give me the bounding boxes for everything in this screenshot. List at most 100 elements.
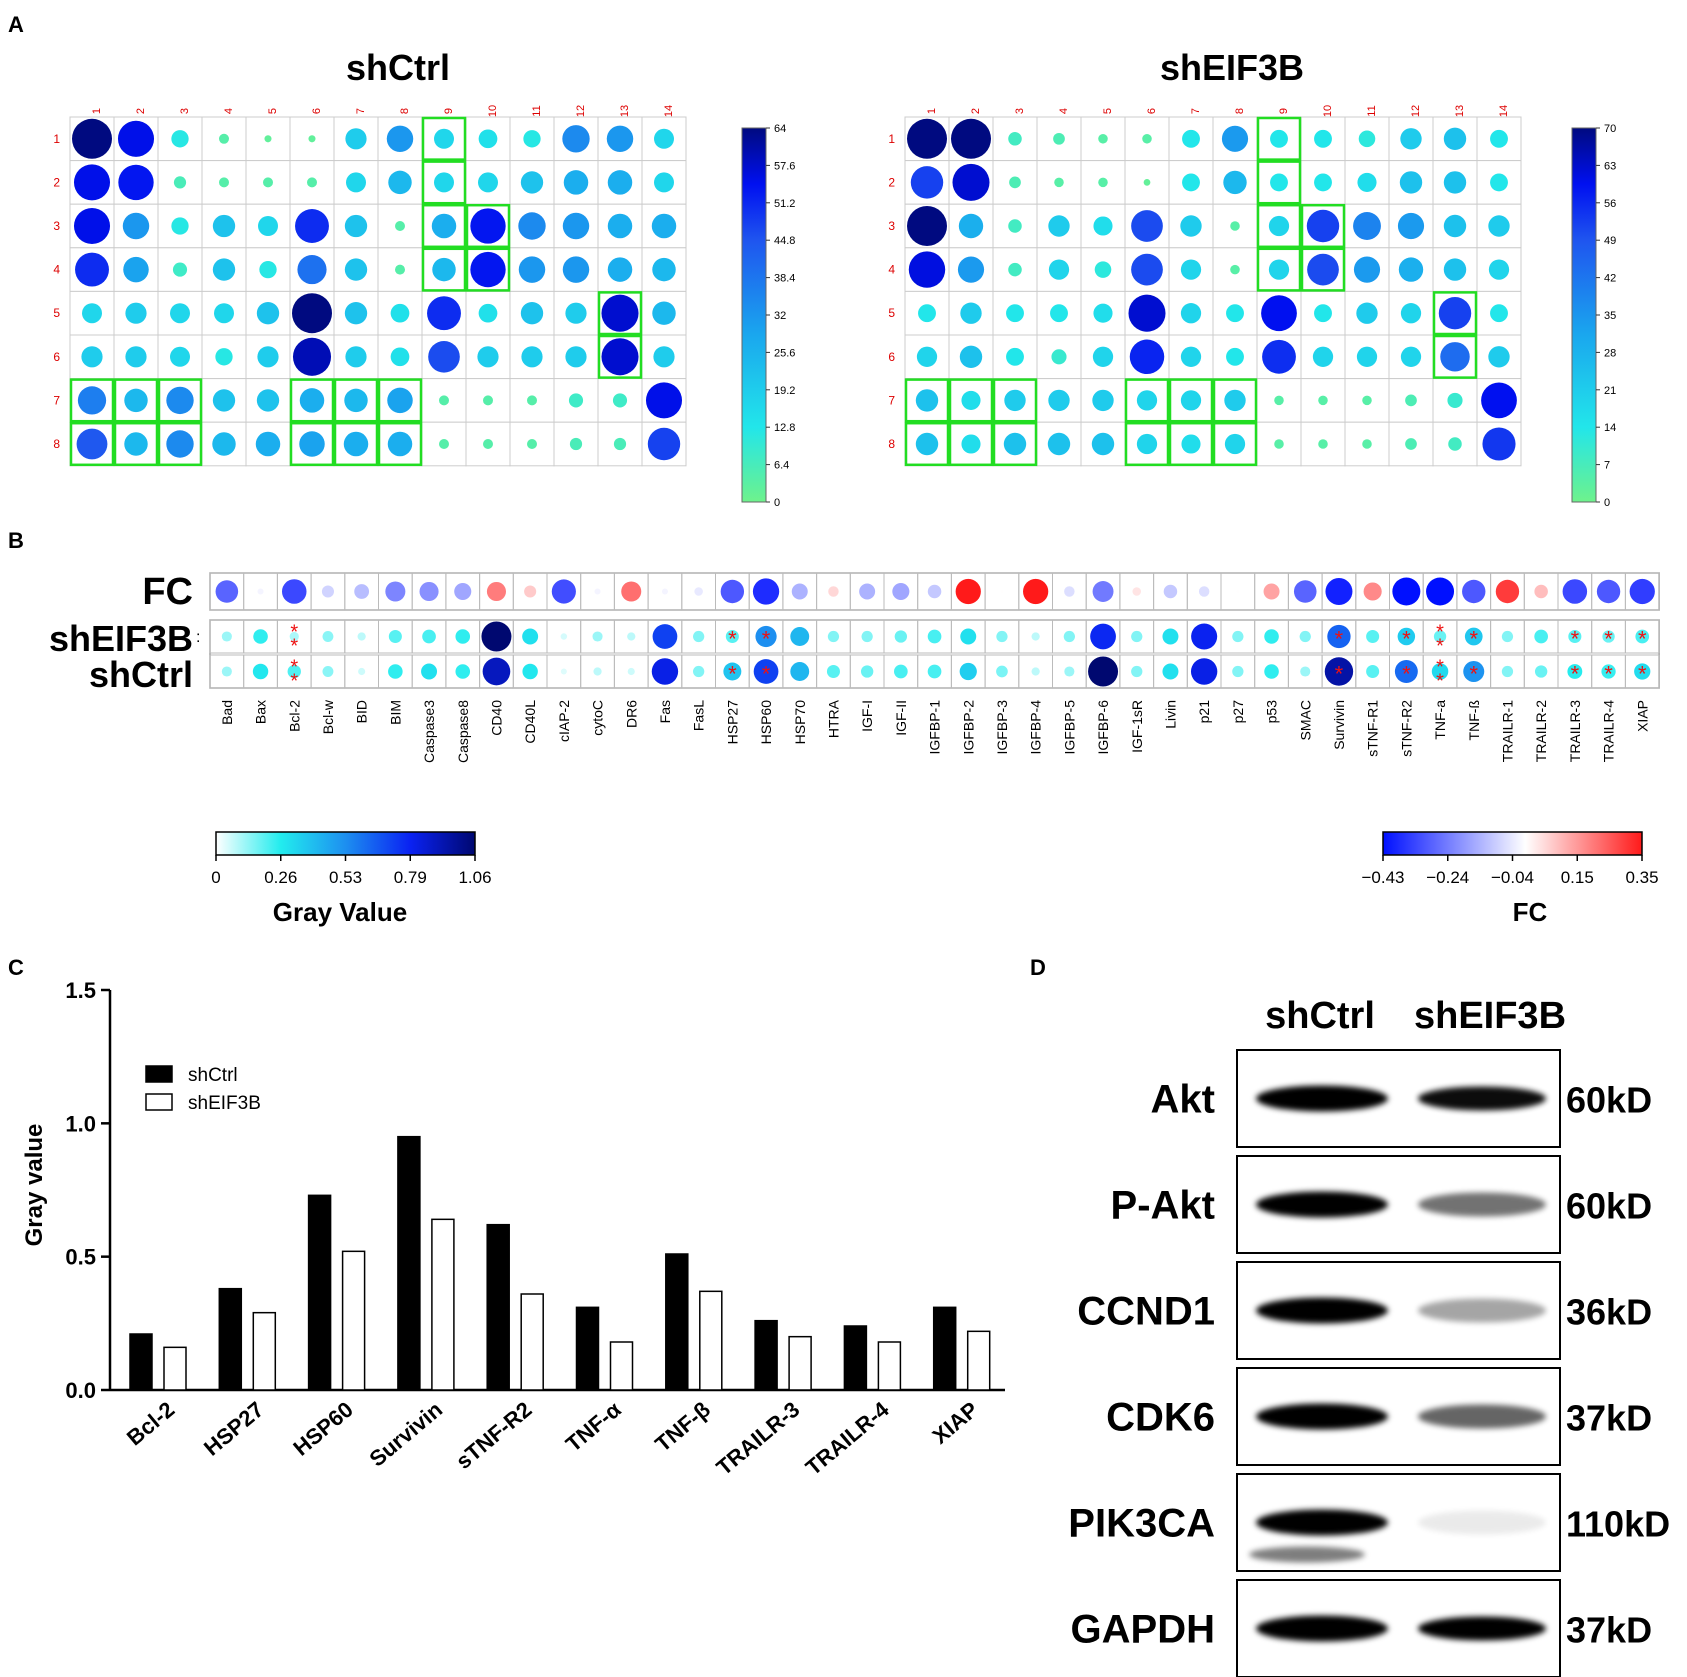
gray-tick-label: 0.26 xyxy=(264,868,297,887)
correlation-dot xyxy=(1362,395,1372,406)
shctrl-dot xyxy=(1131,665,1143,678)
correlation-dot xyxy=(1092,346,1114,367)
fc-dot xyxy=(1495,579,1520,604)
shctrl-dot xyxy=(1324,657,1354,686)
fc-dot xyxy=(385,581,406,602)
bar-shctrl xyxy=(486,1223,510,1391)
significance-star: * xyxy=(1436,622,1444,644)
blot-size-label: 60kD xyxy=(1566,1186,1652,1227)
correlation-dot xyxy=(951,118,991,159)
fc-dot xyxy=(1596,579,1621,604)
correlation-dot xyxy=(1362,439,1372,449)
fc-dot xyxy=(454,582,472,601)
band-shctrl xyxy=(1256,1191,1388,1218)
correlation-dot xyxy=(431,213,457,239)
x-tick-label: HSP60 xyxy=(288,1397,357,1461)
band-sheif3b xyxy=(1418,1192,1546,1217)
bar-sheif3b xyxy=(788,1335,812,1391)
correlation-dot xyxy=(1003,432,1027,456)
row-label: 8 xyxy=(53,437,60,451)
correlation-dot xyxy=(73,207,111,245)
sheif3b-dot xyxy=(1264,629,1279,644)
fc-dot xyxy=(661,588,668,595)
correlation-dot xyxy=(122,212,150,240)
shctrl-dot xyxy=(790,662,810,681)
shctrl-dot xyxy=(322,666,334,677)
correlation-dot xyxy=(1180,259,1202,280)
correlation-dot xyxy=(434,172,454,193)
protein-label: Survivin xyxy=(1331,700,1347,750)
panel-a-left-colorbar-ticks: 0 6.4 12.8 19.2 25.6 32 38.4 44.8 51.2 57.6 64 xyxy=(766,123,795,509)
significance-star: * xyxy=(1436,636,1444,658)
significance-star: * xyxy=(290,636,298,658)
shctrl-dot xyxy=(1501,665,1514,678)
correlation-dot xyxy=(125,346,147,368)
x-axis-labels: Bcl-2 HSP27 HSP60 Survivin sTNF-R2 TNF-α TNF-β… xyxy=(122,1396,983,1480)
fc-dot xyxy=(1293,580,1317,603)
grid-cell xyxy=(377,160,423,205)
correlation-dot xyxy=(1224,389,1246,412)
correlation-dot xyxy=(1400,128,1422,150)
correlation-dot xyxy=(613,437,627,451)
correlation-dot xyxy=(219,133,229,144)
protein-label: cytoC xyxy=(590,700,606,736)
significance-star: * xyxy=(762,627,771,652)
correlation-dot xyxy=(259,260,277,279)
correlation-dot xyxy=(1262,339,1296,374)
highlight-box xyxy=(1256,116,1302,161)
correlation-dot xyxy=(1443,214,1467,238)
x-tick-label: sTNF-R2 xyxy=(451,1397,536,1474)
fc-dot xyxy=(1462,579,1486,604)
correlation-dot xyxy=(390,347,410,367)
fc-tick-label: 0.15 xyxy=(1561,868,1594,887)
row-label: 2 xyxy=(53,175,60,189)
correlation-dot xyxy=(77,386,107,415)
panel-label-d: D xyxy=(1030,955,1046,980)
correlation-dot xyxy=(1448,437,1462,451)
highlight-box xyxy=(333,378,379,423)
sheif3b-dot xyxy=(1090,623,1116,650)
correlation-dot xyxy=(1274,395,1284,406)
protein-label: p21 xyxy=(1196,700,1212,724)
correlation-dot xyxy=(1180,215,1202,237)
correlation-dot xyxy=(518,212,546,240)
blot-size-label: 37kD xyxy=(1566,1398,1652,1439)
grid-cell xyxy=(1344,116,1390,162)
x-tick-label: TRAILR-3 xyxy=(711,1397,804,1481)
shctrl-dot xyxy=(927,664,942,679)
fc-tick-label: −0.04 xyxy=(1491,868,1534,887)
correlation-dot xyxy=(395,264,405,275)
sheif3b-dot xyxy=(1602,630,1615,643)
correlation-dot xyxy=(256,302,280,325)
bar-sheif3b xyxy=(520,1293,544,1391)
fc-dot xyxy=(486,581,506,602)
grid-cell xyxy=(509,203,555,249)
protein-label: sTNF-R1 xyxy=(1365,700,1381,757)
protein-label: Caspase8 xyxy=(455,700,471,763)
column-label: 4 xyxy=(1058,108,1070,114)
correlation-dot xyxy=(1050,304,1068,323)
panel-a-left-colorbar xyxy=(741,127,767,503)
correlation-dot xyxy=(1128,294,1166,332)
sheif3b-dot xyxy=(827,630,840,643)
blot-protein-label: Akt xyxy=(1151,1078,1215,1122)
significance-star: * xyxy=(1335,662,1344,687)
gray-tick-label: 0 xyxy=(211,868,220,887)
correlation-dot xyxy=(565,302,587,324)
correlation-dot xyxy=(117,120,155,157)
column-label: 11 xyxy=(531,105,543,116)
sheif3b-dot xyxy=(1501,630,1514,643)
highlight-box xyxy=(992,421,1038,467)
highlight-box xyxy=(421,247,467,292)
correlation-dot xyxy=(81,346,103,368)
correlation-dot xyxy=(1397,212,1425,240)
correlation-dot xyxy=(1399,171,1423,194)
column-label: 8 xyxy=(399,108,411,114)
highlight-box xyxy=(948,378,994,423)
sheif3b-dot xyxy=(755,625,777,648)
correlation-dot xyxy=(1443,171,1467,194)
column-label: 13 xyxy=(619,105,631,117)
protein-label: BIM xyxy=(387,700,403,725)
correlation-dot xyxy=(1274,439,1284,449)
y-tick-label: 1.5 xyxy=(65,978,96,1003)
